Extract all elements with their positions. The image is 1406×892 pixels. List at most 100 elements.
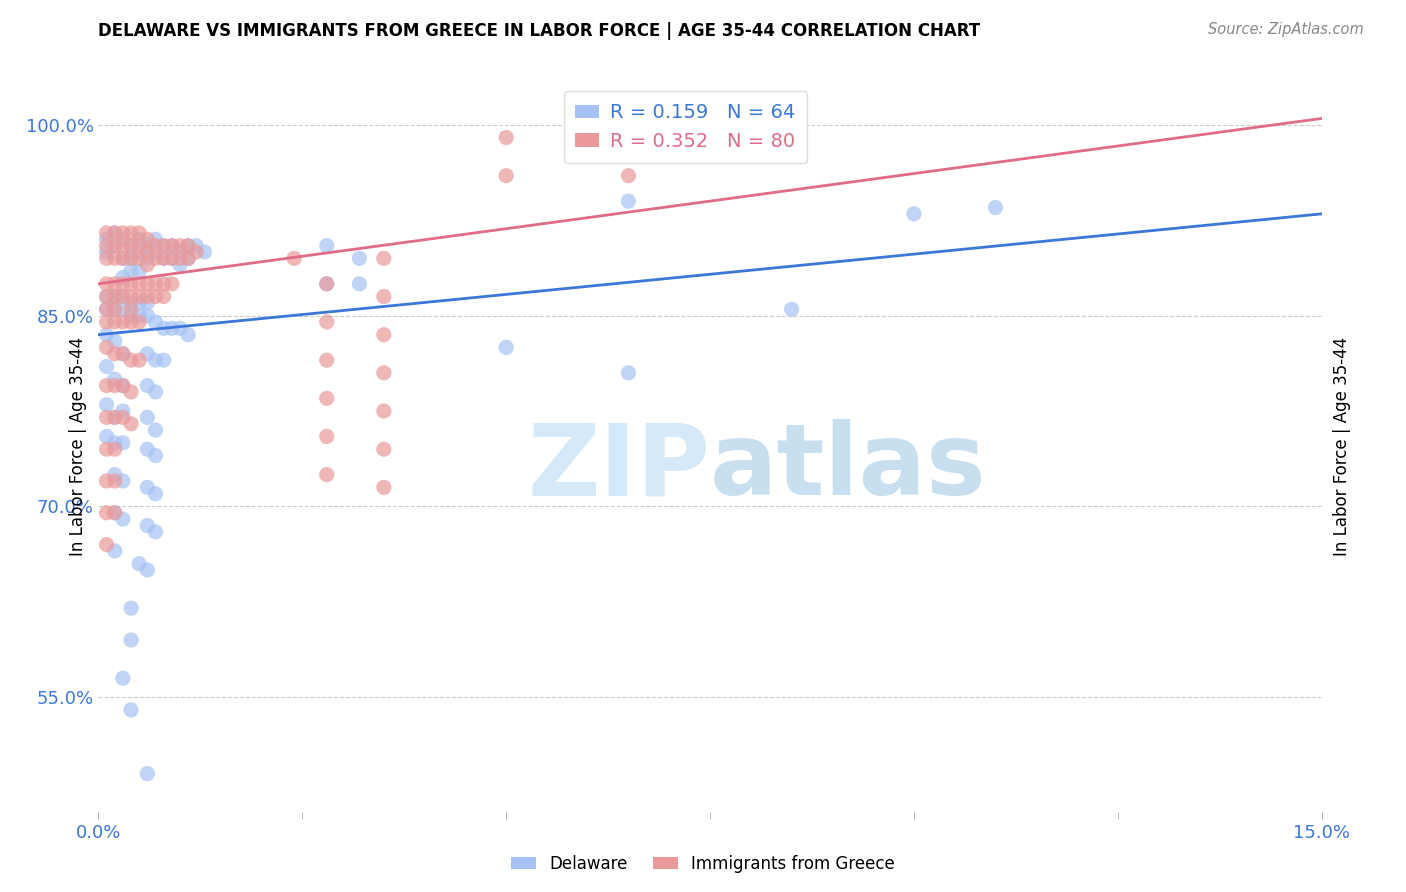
Point xyxy=(136,289,159,303)
Point xyxy=(128,353,150,368)
Point xyxy=(136,766,159,780)
Point xyxy=(315,392,337,406)
Point xyxy=(160,238,183,252)
Point xyxy=(145,252,167,266)
Point xyxy=(111,270,134,285)
Point xyxy=(111,252,134,266)
Point xyxy=(145,449,167,463)
Point xyxy=(96,289,118,303)
Point xyxy=(96,315,118,329)
Point xyxy=(120,296,142,310)
Point xyxy=(104,467,127,482)
Point xyxy=(136,277,159,291)
Point xyxy=(128,264,150,278)
Point xyxy=(617,366,640,380)
Point xyxy=(104,372,127,386)
Point xyxy=(120,289,142,303)
Point xyxy=(96,410,118,425)
Point xyxy=(315,238,337,252)
Point xyxy=(111,671,134,685)
Point xyxy=(136,563,159,577)
Point xyxy=(111,512,134,526)
Point xyxy=(104,506,127,520)
Point xyxy=(136,296,159,310)
Point xyxy=(120,309,142,323)
Point xyxy=(145,289,167,303)
Point xyxy=(145,486,167,500)
Point xyxy=(111,315,134,329)
Point xyxy=(373,327,395,342)
Point xyxy=(128,289,150,303)
Point xyxy=(96,340,118,354)
Point xyxy=(104,289,127,303)
Point xyxy=(349,277,371,291)
Point xyxy=(120,226,142,240)
Point xyxy=(152,277,174,291)
Point xyxy=(111,474,134,488)
Point xyxy=(120,703,142,717)
Point xyxy=(984,201,1007,215)
Point xyxy=(111,238,134,252)
Text: Source: ZipAtlas.com: Source: ZipAtlas.com xyxy=(1208,22,1364,37)
Point xyxy=(145,277,167,291)
Point xyxy=(177,327,200,342)
Point xyxy=(120,238,142,252)
Point xyxy=(128,245,150,260)
Point xyxy=(315,277,337,291)
Point xyxy=(128,252,150,266)
Point xyxy=(111,252,134,266)
Point xyxy=(96,277,118,291)
Point xyxy=(495,130,517,145)
Point xyxy=(136,480,159,494)
Point xyxy=(120,264,142,278)
Point xyxy=(186,238,208,252)
Text: atlas: atlas xyxy=(710,419,987,516)
Point xyxy=(349,252,371,266)
Point xyxy=(104,226,127,240)
Point xyxy=(104,238,127,252)
Point xyxy=(104,315,127,329)
Point xyxy=(111,302,134,317)
Point xyxy=(96,238,118,252)
Point xyxy=(104,442,127,457)
Point xyxy=(136,410,159,425)
Point xyxy=(111,410,134,425)
Point xyxy=(373,442,395,457)
Point xyxy=(128,296,150,310)
Point xyxy=(104,277,127,291)
Point xyxy=(136,378,159,392)
Point xyxy=(169,321,191,335)
Point xyxy=(111,378,134,392)
Y-axis label: In Labor Force | Age 35-44: In Labor Force | Age 35-44 xyxy=(69,336,87,556)
Point xyxy=(315,277,337,291)
Point xyxy=(315,467,337,482)
Point xyxy=(152,289,174,303)
Point xyxy=(111,226,134,240)
Point xyxy=(104,289,127,303)
Point xyxy=(111,289,134,303)
Point xyxy=(111,232,134,246)
Point xyxy=(136,347,159,361)
Point xyxy=(120,277,142,291)
Point xyxy=(169,258,191,272)
Point xyxy=(617,169,640,183)
Point xyxy=(128,232,150,246)
Point xyxy=(96,359,118,374)
Point xyxy=(136,258,159,272)
Point xyxy=(315,315,337,329)
Point xyxy=(136,518,159,533)
Point xyxy=(111,289,134,303)
Text: ZIP: ZIP xyxy=(527,419,710,516)
Point xyxy=(104,238,127,252)
Point xyxy=(145,353,167,368)
Point xyxy=(120,384,142,399)
Point xyxy=(169,238,191,252)
Point xyxy=(152,252,174,266)
Point xyxy=(160,321,183,335)
Point xyxy=(373,366,395,380)
Point xyxy=(104,347,127,361)
Point xyxy=(495,169,517,183)
Point xyxy=(128,315,150,329)
Point xyxy=(136,442,159,457)
Point xyxy=(120,417,142,431)
